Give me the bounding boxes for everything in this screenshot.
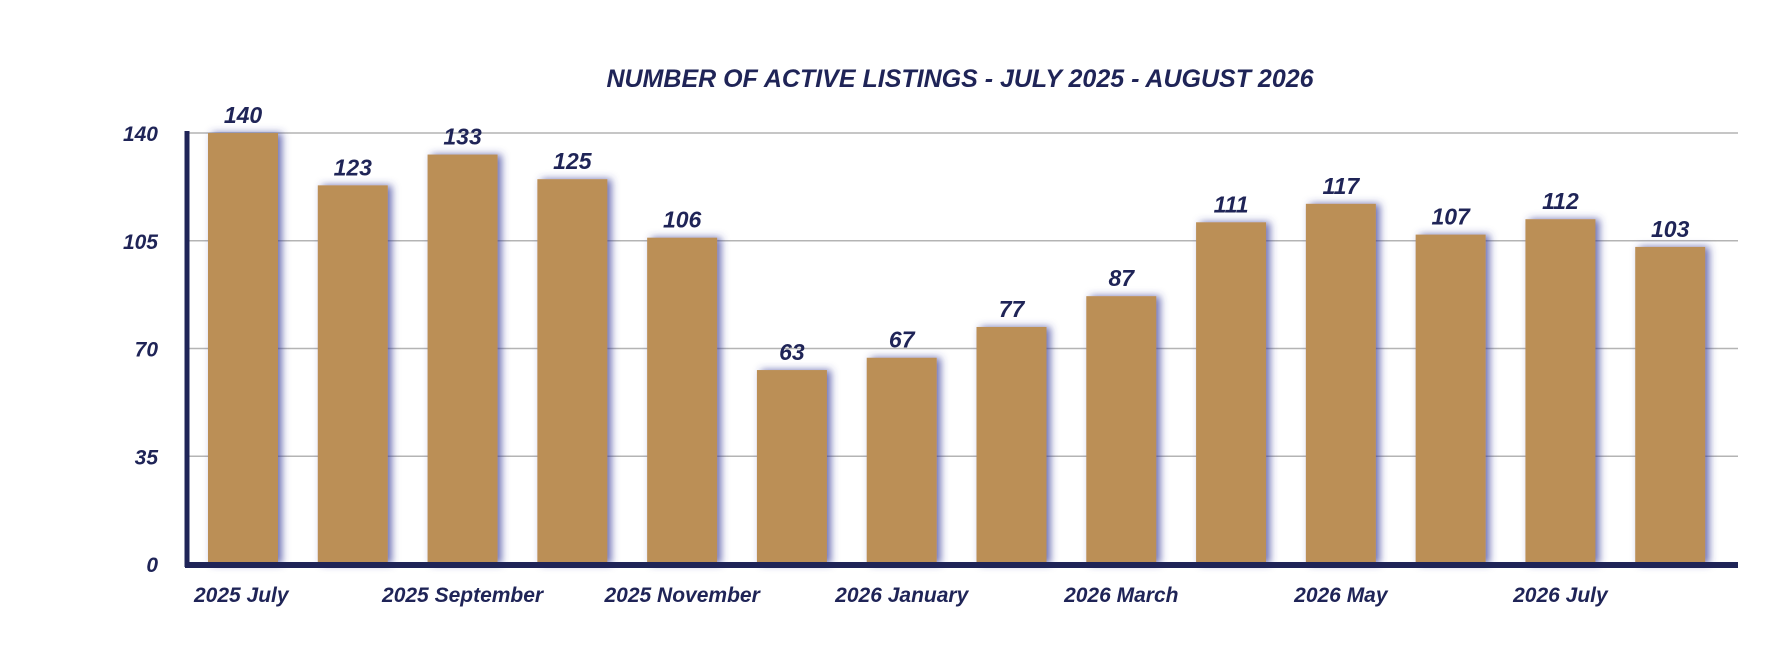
data-label: 140 <box>224 102 263 128</box>
x-tick-label: 2026 March <box>1063 584 1178 607</box>
gridlines <box>187 132 1738 457</box>
x-tick-label: 2026 May <box>1293 584 1389 607</box>
bar <box>1196 222 1267 564</box>
data-label: 77 <box>999 296 1026 322</box>
y-tick-label: 105 <box>123 231 158 254</box>
bars <box>208 133 1706 565</box>
bar <box>1415 234 1486 565</box>
data-label: 123 <box>334 154 373 180</box>
data-label: 107 <box>1431 204 1471 230</box>
bar <box>317 185 388 565</box>
data-label: 111 <box>1214 191 1249 217</box>
bar <box>1525 219 1596 564</box>
bar <box>756 370 827 564</box>
bar <box>208 133 278 564</box>
y-tick-label: 0 <box>146 554 158 577</box>
bar <box>427 154 498 565</box>
labels: 0 35 70 105 140 140 123 133 125 106 63 67 77 87 111 117… <box>123 102 1690 607</box>
bar <box>537 179 608 564</box>
y-tick-label: 140 <box>123 123 158 146</box>
data-label: 67 <box>889 327 916 353</box>
bar <box>647 237 718 564</box>
x-tick-label: 2026 July <box>1512 584 1609 607</box>
x-tick-label: 2025 September <box>381 584 545 607</box>
data-label: 117 <box>1323 173 1361 199</box>
bar <box>976 326 1047 564</box>
x-tick-label: 2025 November <box>604 584 762 607</box>
bar <box>1086 296 1157 564</box>
data-label: 112 <box>1542 188 1579 214</box>
axes <box>184 131 1738 568</box>
data-label: 125 <box>553 148 593 174</box>
bar <box>866 357 937 564</box>
y-tick-label: 70 <box>135 339 159 362</box>
data-label: 103 <box>1651 216 1690 242</box>
data-label: 87 <box>1108 265 1135 291</box>
chart-title: NUMBER OF ACTIVE LISTINGS - JULY 2025 - … <box>606 65 1314 93</box>
x-tick-label: 2025 July <box>193 584 290 607</box>
bar <box>1305 203 1376 565</box>
data-label: 106 <box>663 207 702 233</box>
bar <box>1635 246 1706 564</box>
y-tick-label: 35 <box>135 446 159 469</box>
data-label: 133 <box>443 124 482 150</box>
x-tick-label: 2026 January <box>834 584 969 607</box>
data-label: 63 <box>779 339 805 365</box>
